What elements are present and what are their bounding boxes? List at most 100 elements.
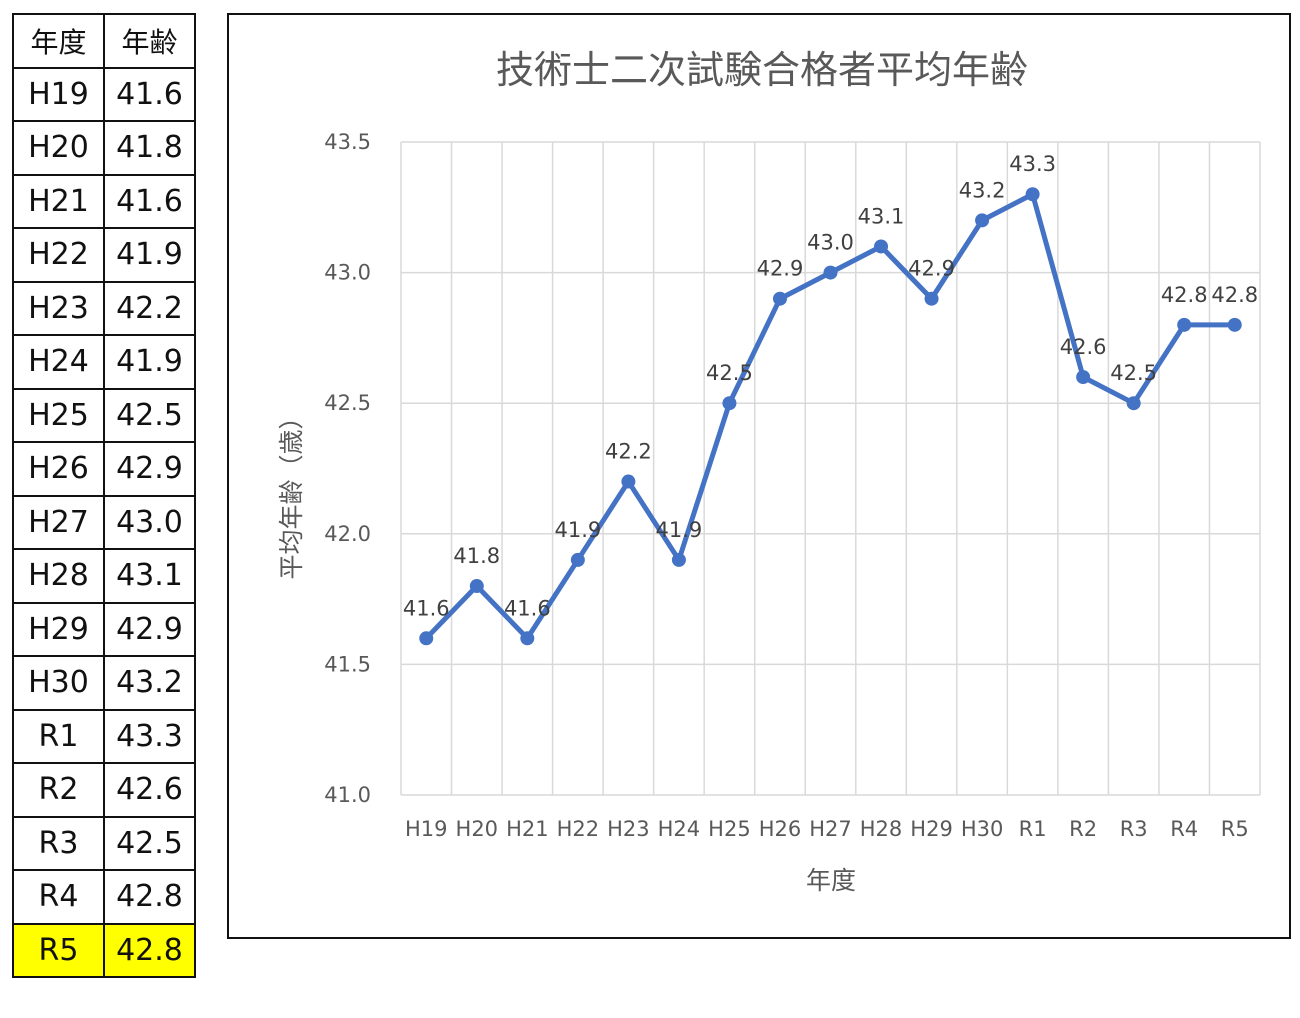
year-cell: H22 (12, 227, 105, 283)
year-cell: R2 (12, 762, 105, 818)
x-axis-ticks: H19 H20 H21 H22 H23 H24 H25 H26 H27 H28 H29 H30 R1 R2… (405, 817, 1249, 841)
y-tick-label: 43.5 (324, 130, 371, 154)
y-axis-title: 平均年齢（歳） (277, 404, 306, 579)
table-row: H21 41.6 (12, 173, 196, 229)
x-tick-label: H25 (708, 817, 751, 841)
data-labels: 41.641.841.641.942.241.942.542.943.043.1… (403, 152, 1258, 620)
chart-title: 技術士二次試験合格者平均年齢 (496, 48, 1028, 92)
data-point (975, 213, 990, 228)
data-label: 42.6 (1060, 335, 1107, 359)
year-cell: H20 (12, 120, 105, 176)
x-tick-label: H28 (860, 817, 903, 841)
x-tick-label: H20 (456, 817, 499, 841)
table-row: H29 42.9 (12, 601, 196, 657)
year-cell: R5 (12, 922, 105, 978)
table-row: H22 41.9 (12, 227, 196, 283)
table-row: H25 42.5 (12, 387, 196, 443)
year-cell: H29 (12, 601, 105, 657)
data-label: 43.0 (807, 231, 854, 255)
data-label: 41.9 (554, 518, 601, 542)
data-point (621, 474, 636, 489)
table-row: R5 42.8 (12, 922, 196, 978)
table-row: H20 41.8 (12, 120, 196, 176)
data-label: 41.6 (504, 596, 551, 620)
data-label: 42.9 (908, 257, 955, 281)
x-tick-label: R1 (1019, 817, 1047, 841)
x-tick-label: R3 (1120, 817, 1148, 841)
age-cell: 42.5 (103, 815, 196, 871)
data-point (1126, 396, 1141, 411)
x-tick-label: R4 (1170, 817, 1198, 841)
age-cell: 42.8 (103, 869, 196, 925)
data-point (1025, 187, 1040, 202)
age-cell: 43.3 (103, 708, 196, 764)
table-row: R3 42.5 (12, 815, 196, 871)
x-tick-label: H23 (607, 817, 650, 841)
age-cell: 43.2 (103, 655, 196, 711)
age-cell: 41.8 (103, 120, 196, 176)
age-cell: 42.9 (103, 601, 196, 657)
y-tick-label: 42.0 (324, 522, 371, 546)
data-point (823, 265, 838, 280)
age-cell: 42.8 (103, 922, 196, 978)
chart-panel: 技術士二次試験合格者平均年齢 41.0 41.5 42.0 42.5 43.0 43.5 … (227, 13, 1291, 939)
age-cell: 43.0 (103, 494, 196, 550)
table-row: H30 43.2 (12, 655, 196, 711)
x-tick-label: H26 (759, 817, 802, 841)
table-row: H23 42.2 (12, 280, 196, 336)
x-tick-label: H19 (405, 817, 448, 841)
x-tick-label: H22 (557, 817, 600, 841)
x-tick-label: H30 (961, 817, 1004, 841)
data-point (722, 396, 737, 411)
year-cell: H25 (12, 387, 105, 443)
data-label: 42.9 (757, 257, 804, 281)
age-cell: 41.6 (103, 173, 196, 229)
header-age: 年齢 (103, 13, 196, 69)
data-label: 42.8 (1161, 283, 1208, 307)
x-tick-label: H21 (506, 817, 549, 841)
x-axis-title: 年度 (806, 866, 856, 895)
year-cell: R1 (12, 708, 105, 764)
table-row: H27 43.0 (12, 494, 196, 550)
age-cell: 42.2 (103, 280, 196, 336)
data-point (469, 579, 484, 594)
year-cell: H23 (12, 280, 105, 336)
year-cell: H19 (12, 66, 105, 122)
x-tick-label: H24 (658, 817, 701, 841)
table-header-row: 年度 年齢 (12, 13, 196, 69)
table-row: H19 41.6 (12, 66, 196, 122)
series-line (424, 191, 1235, 641)
data-point (520, 631, 535, 646)
y-tick-label: 41.0 (324, 783, 371, 807)
data-point (874, 239, 889, 254)
data-label: 41.9 (656, 518, 703, 542)
year-cell: H26 (12, 441, 105, 497)
header-year: 年度 (12, 13, 105, 69)
data-label: 41.6 (403, 596, 450, 620)
table-row: R4 42.8 (12, 869, 196, 925)
series (419, 187, 1242, 646)
x-tick-label: H27 (809, 817, 852, 841)
year-cell: H30 (12, 655, 105, 711)
data-label: 41.8 (453, 544, 500, 568)
x-tick-label: R5 (1221, 817, 1249, 841)
data-point (570, 552, 585, 567)
age-cell: 41.9 (103, 227, 196, 283)
data-point (772, 291, 787, 306)
x-tick-label: H29 (910, 817, 953, 841)
data-label: 42.5 (1110, 361, 1157, 385)
line-chart: 技術士二次試験合格者平均年齢 41.041.542.042.543.043.5 … (277, 48, 1261, 895)
table-row: R1 43.3 (12, 708, 196, 764)
y-axis-ticks: 41.0 41.5 42.0 42.5 43.0 43.5 (324, 130, 371, 807)
gridlines (400, 141, 1261, 796)
year-cell: R4 (12, 869, 105, 925)
x-tick-label: R2 (1069, 817, 1097, 841)
data-label: 42.2 (605, 440, 652, 464)
y-tick-label: 41.5 (324, 652, 371, 676)
table-row: H28 43.1 (12, 548, 196, 604)
data-label: 42.8 (1211, 283, 1258, 307)
data-table: 年度 年齢 H19 41.6 H20 41.8 H21 41.6 H22 41.9 H23 42.… (12, 13, 196, 978)
age-cell: 41.6 (103, 66, 196, 122)
age-cell: 42.9 (103, 441, 196, 497)
year-cell: H27 (12, 494, 105, 550)
